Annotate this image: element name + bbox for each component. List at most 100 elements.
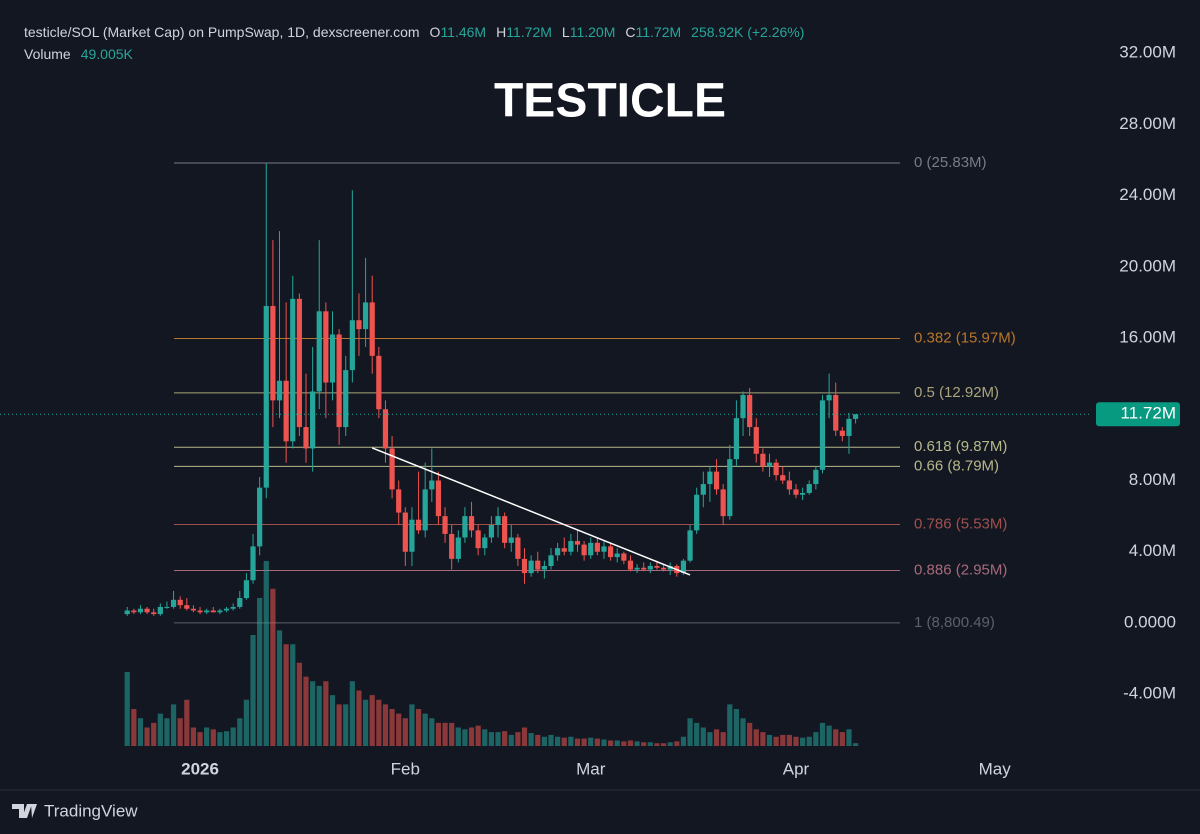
volume-bar	[151, 722, 157, 746]
candle-body	[627, 560, 634, 570]
candle-body	[131, 610, 137, 613]
volume-bar	[601, 739, 607, 746]
trendline	[371, 447, 691, 576]
candle-body	[356, 320, 362, 330]
volume-bar	[541, 736, 547, 746]
volume-bar	[773, 736, 779, 746]
y-tick-label: 8.00M	[1129, 470, 1176, 489]
candle-body	[124, 610, 130, 615]
fib-label: 0.786 (5.53M)	[914, 515, 1007, 532]
candle-body	[680, 560, 687, 574]
candle-body	[780, 475, 786, 481]
candle-body	[852, 414, 859, 419]
volume-bar	[753, 729, 759, 746]
candle-body	[641, 567, 647, 570]
volume-bar	[780, 734, 786, 746]
volume-bar	[627, 740, 634, 746]
candle-body	[151, 612, 157, 615]
volume-bar	[144, 727, 150, 746]
candle-body	[727, 459, 733, 517]
y-tick-label: 20.00M	[1119, 256, 1176, 275]
c-label: C	[625, 24, 635, 40]
candle-body	[614, 553, 620, 558]
volume-bar	[634, 741, 640, 746]
volume-bar	[415, 709, 422, 746]
candle-body	[740, 395, 746, 419]
candle-body	[276, 380, 283, 401]
volume-bar	[747, 722, 753, 746]
volume-bar	[521, 727, 528, 746]
volume-bar	[475, 725, 481, 746]
candle-body	[594, 542, 600, 552]
y-tick-label: 16.00M	[1119, 328, 1176, 347]
candle-body	[833, 395, 839, 431]
candle-body	[210, 610, 216, 613]
l-value: 11.20M	[570, 24, 616, 40]
volume-bar	[561, 737, 567, 746]
x-tick-label: Mar	[576, 759, 606, 778]
candle-body	[336, 334, 342, 428]
candle-body	[488, 525, 495, 538]
candle-body	[528, 560, 534, 574]
change: 258.92K (+2.26%)	[691, 24, 804, 40]
candle-body	[157, 606, 163, 615]
candle-body	[310, 391, 316, 449]
candle-body	[455, 537, 461, 559]
candle-body	[462, 516, 468, 538]
volume-bar	[157, 713, 163, 746]
candle-body	[376, 355, 382, 410]
candle-body	[257, 487, 263, 547]
candle-body	[687, 530, 693, 561]
volume-bar	[766, 734, 773, 746]
candle-body	[343, 370, 349, 428]
volume-bar	[137, 718, 144, 746]
volume-bar	[369, 695, 375, 746]
candle-body	[694, 494, 700, 531]
volume-bar	[826, 725, 832, 746]
candle-body	[667, 565, 673, 570]
volume-bar	[568, 736, 574, 746]
candle-body	[846, 418, 852, 436]
candle-body	[396, 489, 402, 513]
volume-bar	[270, 588, 276, 746]
volume-bar	[316, 685, 322, 746]
candle-body	[495, 516, 501, 526]
fib-label: 0.886 (2.95M)	[914, 561, 1007, 578]
volume-bar	[720, 732, 726, 746]
candle-body	[806, 484, 812, 493]
volume-bar	[482, 729, 488, 746]
volume-bar	[660, 743, 667, 746]
volume-bar	[548, 734, 554, 746]
candle-body	[369, 302, 375, 356]
candle-body	[508, 537, 514, 543]
candle-body	[753, 427, 759, 454]
candle-body	[468, 516, 475, 531]
volume-bar	[707, 732, 713, 746]
volume-bar	[170, 704, 177, 746]
y-tick-label: 4.00M	[1129, 541, 1176, 560]
candle-body	[204, 610, 210, 613]
candle-body	[223, 608, 230, 611]
volume-bar	[210, 729, 216, 746]
candle-body	[290, 298, 296, 442]
candle-body	[475, 530, 481, 549]
volume-bar	[124, 672, 130, 746]
volume-bar	[310, 681, 316, 746]
logo-mark	[12, 804, 37, 818]
candle-body	[482, 537, 488, 549]
candle-body	[819, 400, 826, 470]
volume-bar	[389, 709, 395, 746]
volume-bar	[442, 722, 448, 746]
candle-body	[283, 380, 289, 442]
candle-body	[826, 395, 832, 401]
volume-bar	[588, 737, 594, 746]
volume-bar	[647, 742, 653, 746]
fib-label: 0 (25.83M)	[914, 154, 987, 171]
volume-bar	[793, 736, 799, 746]
volume-bar	[574, 738, 581, 746]
volume-label: Volume	[24, 46, 71, 62]
symbol: testicle/SOL (Market Cap) on PumpSwap, 1…	[24, 24, 420, 40]
volume-bar	[356, 690, 362, 746]
volume-value: 49.005K	[81, 46, 134, 62]
